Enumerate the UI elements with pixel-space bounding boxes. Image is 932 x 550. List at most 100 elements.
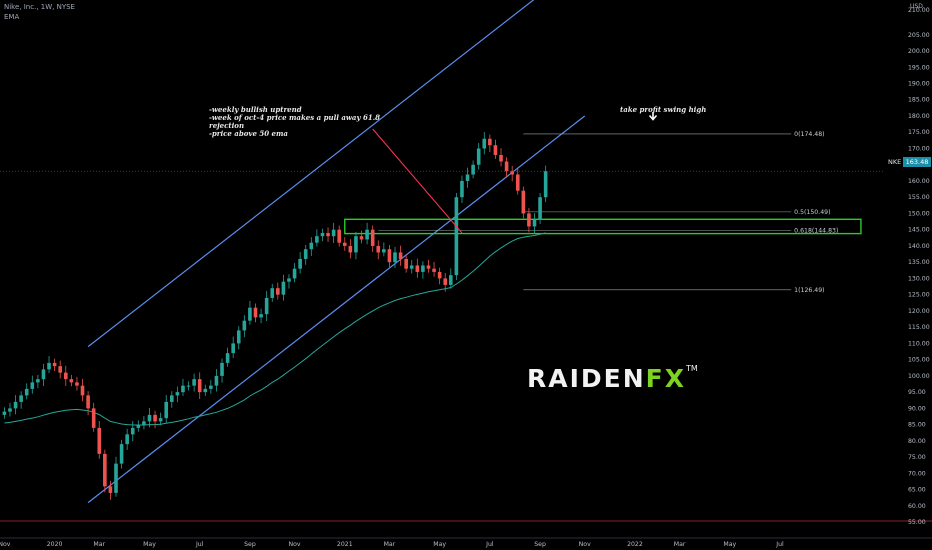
candle <box>30 382 35 389</box>
ema-indicator-label[interactable]: EMA <box>4 13 20 21</box>
candle <box>153 414 157 422</box>
time-tick-label: May <box>723 541 736 548</box>
price-tick-label: 80.00 <box>908 438 926 445</box>
price-tick-label: 180.00 <box>908 113 930 120</box>
target-note: take profit swing high <box>620 105 707 114</box>
candle <box>175 392 180 396</box>
note-line: -week of oct-4 price makes a pull away 6… <box>209 113 381 122</box>
candle <box>292 268 297 279</box>
candles-group <box>2 131 548 500</box>
candle <box>108 486 113 493</box>
candle <box>47 362 51 370</box>
time-tick-label: Jul <box>485 541 494 548</box>
price-tick-label: 135.00 <box>908 259 930 266</box>
time-tick-label: May <box>433 541 446 548</box>
note-line: -weekly bullish uptrend <box>209 105 302 114</box>
candle <box>326 232 330 237</box>
time-tick-label: Sep <box>244 541 256 548</box>
candle <box>36 379 40 383</box>
time-tick-label: 2022 <box>627 541 643 548</box>
candle <box>136 424 141 428</box>
candle <box>354 236 358 253</box>
candle <box>320 232 325 237</box>
candle <box>482 138 487 149</box>
price-tick-label: 120.00 <box>908 308 930 315</box>
candle <box>538 197 542 220</box>
candle <box>130 427 135 435</box>
candle <box>476 148 481 165</box>
candle <box>8 408 12 412</box>
candle <box>465 174 470 181</box>
candle <box>415 265 420 272</box>
candle <box>426 265 431 269</box>
candle <box>52 362 57 367</box>
candle <box>86 395 90 409</box>
price-tick-label: 160.00 <box>908 178 930 185</box>
symbol-title: Nike, Inc., 1W, NYSE <box>4 3 75 11</box>
logo-text-a: RAIDEN <box>527 364 646 393</box>
candle <box>443 278 448 285</box>
candle <box>348 245 353 253</box>
candle <box>170 395 174 402</box>
price-tick-label: 145.00 <box>908 227 930 234</box>
candle <box>114 463 118 493</box>
candle <box>298 258 302 269</box>
logo-tm: TM <box>686 364 698 373</box>
candle <box>270 288 275 298</box>
price-tick-label: 175.00 <box>908 129 930 136</box>
price-tick-label: 65.00 <box>908 487 926 494</box>
candle <box>393 252 397 263</box>
candle <box>214 375 219 386</box>
candle <box>287 278 291 282</box>
candle <box>186 385 191 387</box>
note-line: rejection <box>209 121 245 130</box>
candle <box>421 265 425 272</box>
note-line: -price above 50 ema <box>209 129 288 138</box>
time-tick-label: 2020 <box>47 541 63 548</box>
candle <box>515 174 520 191</box>
candle <box>41 369 46 380</box>
price-tick-label: 200.00 <box>908 48 930 55</box>
price-tick-label: 205.00 <box>908 32 930 39</box>
candle <box>471 164 475 175</box>
candle <box>315 236 319 243</box>
candle <box>80 385 85 396</box>
candle <box>13 401 18 409</box>
candle <box>125 434 129 445</box>
price-tick-label: 190.00 <box>908 81 930 88</box>
candle <box>231 343 235 354</box>
time-tick-label: Nov <box>289 541 301 548</box>
channel-upper-line <box>87 0 535 348</box>
descending-trend-line <box>372 128 463 234</box>
fib-level-label: 1(126.49) <box>794 287 824 294</box>
candle <box>398 252 403 259</box>
candle <box>197 379 202 393</box>
candle <box>365 229 369 240</box>
candle <box>488 138 492 146</box>
candle <box>142 421 146 425</box>
candle <box>337 229 341 243</box>
time-tick-label: Mar <box>674 541 686 548</box>
price-tick-label: 115.00 <box>908 324 930 331</box>
candle <box>493 145 498 155</box>
candle <box>331 229 336 237</box>
price-tick-label: 110.00 <box>908 340 930 347</box>
candle <box>75 382 79 386</box>
time-tick-label: 2021 <box>337 541 353 548</box>
candle <box>370 229 375 246</box>
candle <box>103 453 107 487</box>
candle <box>248 307 252 321</box>
time-tick-label: Jul <box>195 541 204 548</box>
fib-level-label: 0.5(150.49) <box>794 209 830 216</box>
price-tick-label: 95.00 <box>908 389 926 396</box>
currency-label: USD <box>910 3 923 10</box>
candle <box>119 444 124 464</box>
candle <box>97 427 102 454</box>
time-tick-label: Jul <box>775 541 784 548</box>
candle <box>281 281 286 295</box>
price-tick-label: 55.00 <box>908 519 926 526</box>
ticker-label: NKE <box>888 158 902 166</box>
candle <box>91 408 96 428</box>
candle <box>342 242 347 246</box>
